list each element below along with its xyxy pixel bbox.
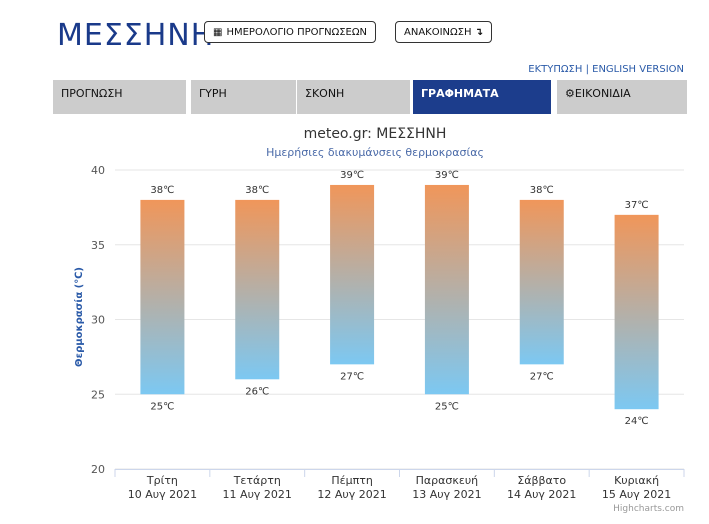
tab-label: ΣΚΟΝΗ bbox=[305, 87, 345, 100]
x-tick-label-date: 14 Αυγ 2021 bbox=[507, 488, 576, 501]
x-tick-label-day: Πέμπτη bbox=[331, 474, 372, 487]
high-temp-label: 39℃ bbox=[340, 170, 364, 181]
low-temp-label: 26℃ bbox=[245, 386, 269, 397]
temperature-bar[interactable] bbox=[330, 184, 375, 365]
y-tick-label: 25 bbox=[91, 388, 105, 401]
tab-label: ΓΡΑΦΗΜΑΤΑ bbox=[421, 87, 499, 100]
announcement-button-label: ΑΝΑΚΟΙΝΩΣΗ bbox=[404, 27, 472, 38]
tab-label: ΓΥΡΗ bbox=[199, 87, 227, 100]
tab-charts[interactable]: ΓΡΑΦΗΜΑΤΑ bbox=[413, 80, 552, 114]
tab-forecast[interactable]: ΠΡΟΓΝΩΣΗ bbox=[53, 80, 187, 114]
x-tick-label-day: Κυριακή bbox=[614, 474, 659, 487]
tab-icons[interactable]: ⚙ΕΙΚΟΝΙΔΙΑ bbox=[557, 80, 688, 114]
arrow-down-icon: ↴ bbox=[474, 27, 484, 38]
y-tick-label: 35 bbox=[91, 239, 105, 252]
x-tick-label-day: Τετάρτη bbox=[233, 474, 281, 487]
highcharts-credits[interactable]: Highcharts.com bbox=[613, 504, 684, 514]
chart-title: meteo.gr: ΜΕΣΣΗΝΗ bbox=[304, 126, 447, 142]
low-temp-label: 24℃ bbox=[625, 416, 649, 427]
low-temp-label: 25℃ bbox=[150, 401, 174, 412]
high-temp-label: 38℃ bbox=[245, 185, 269, 196]
x-tick-label-day: Παρασκευή bbox=[416, 474, 479, 487]
x-tick-label-day: Σάββατο bbox=[517, 474, 566, 487]
low-temp-label: 25℃ bbox=[435, 401, 459, 412]
english-version-link[interactable]: ENGLISH VERSION bbox=[592, 64, 684, 75]
gear-icon: ⚙ bbox=[565, 87, 575, 100]
y-tick-label: 40 bbox=[91, 164, 105, 177]
print-link[interactable]: ΕΚΤΥΠΩΣΗ bbox=[528, 64, 583, 75]
announcement-button[interactable]: ΑΝΑΚΟΙΝΩΣΗ ↴ bbox=[395, 21, 493, 43]
temperature-bar[interactable] bbox=[519, 199, 564, 365]
x-tick-label-day: Τρίτη bbox=[146, 474, 178, 487]
high-temp-label: 37℃ bbox=[625, 200, 649, 211]
calendar-icon: ▦ bbox=[213, 27, 223, 38]
low-temp-label: 27℃ bbox=[530, 371, 554, 382]
y-axis-title: Θερμοκρασία (℃) bbox=[73, 267, 85, 367]
y-tick-label: 30 bbox=[91, 314, 105, 327]
tab-label: ΕΙΚΟΝΙΔΙΑ bbox=[574, 87, 631, 100]
tab-dust[interactable]: ΣΚΟΝΗ bbox=[297, 80, 411, 114]
chart-subtitle: Ημερήσιες διακυμάνσεις θερμοκρασίας bbox=[266, 146, 484, 159]
x-tick-label-date: 15 Αυγ 2021 bbox=[602, 488, 671, 501]
high-temp-label: 39℃ bbox=[435, 170, 459, 181]
x-tick-label-date: 11 Αυγ 2021 bbox=[223, 488, 292, 501]
y-tick-label: 20 bbox=[91, 463, 105, 476]
x-tick-label-date: 10 Αυγ 2021 bbox=[128, 488, 197, 501]
temperature-bar[interactable] bbox=[140, 199, 185, 395]
link-separator: | bbox=[582, 64, 593, 75]
temperature-bar[interactable] bbox=[235, 199, 280, 380]
city-title: ΜΕΣΣΗΝΗ bbox=[57, 18, 215, 53]
high-temp-label: 38℃ bbox=[150, 185, 174, 196]
tab-pollen[interactable]: ΓΥΡΗ bbox=[191, 80, 297, 114]
x-tick-label-date: 13 Αυγ 2021 bbox=[412, 488, 481, 501]
temperature-bar[interactable] bbox=[614, 214, 659, 410]
calendar-button-label: ΗΜΕΡΟΛΟΓΙΟ ΠΡΟΓΝΩΣΕΩΝ bbox=[226, 27, 367, 38]
high-temp-label: 38℃ bbox=[530, 185, 554, 196]
x-tick-label-date: 12 Αυγ 2021 bbox=[317, 488, 386, 501]
header-links: ΕΚΤΥΠΩΣΗ | ENGLISH VERSION bbox=[528, 64, 684, 75]
low-temp-label: 27℃ bbox=[340, 371, 364, 382]
tab-label: ΠΡΟΓΝΩΣΗ bbox=[61, 87, 123, 100]
temperature-bar[interactable] bbox=[424, 184, 469, 395]
temperature-chart: meteo.gr: ΜΕΣΣΗΝΗ Ημερήσιες διακυμάνσεις… bbox=[73, 126, 685, 514]
calendar-button[interactable]: ▦ ΗΜΕΡΟΛΟΓΙΟ ΠΡΟΓΝΩΣΕΩΝ bbox=[204, 21, 376, 43]
